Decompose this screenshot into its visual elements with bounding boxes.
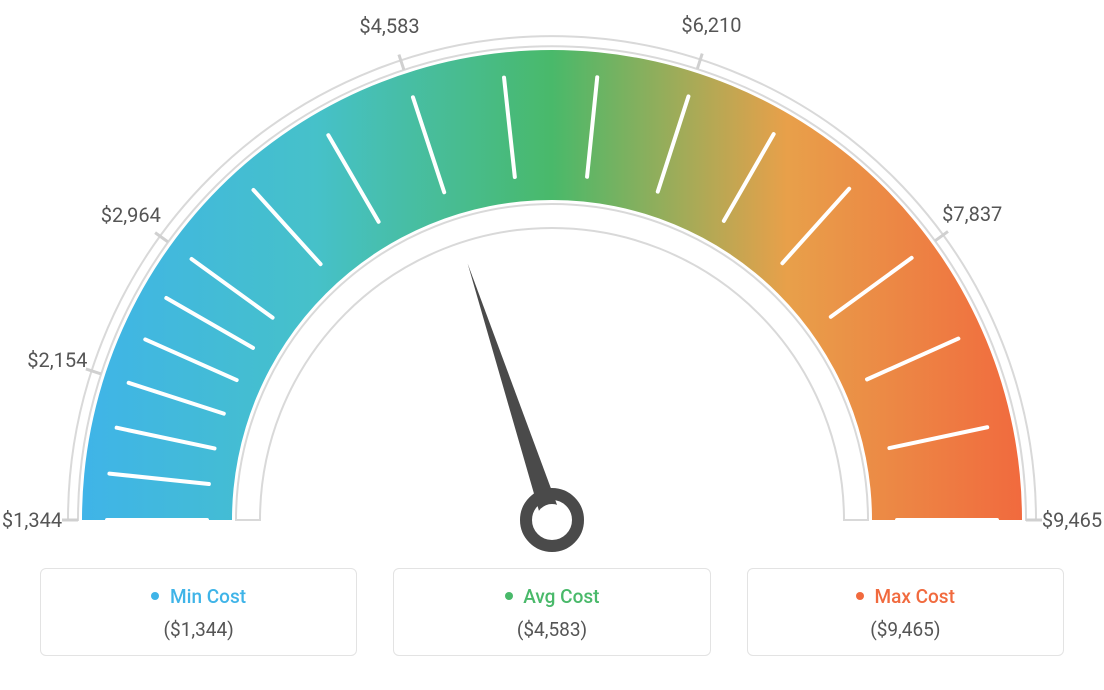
scale-label: $1,344 (2, 508, 62, 532)
scale-label: $6,210 (681, 13, 741, 37)
scale-label: $2,154 (27, 348, 87, 372)
scale-label: $4,583 (359, 14, 419, 38)
dot-icon (505, 592, 513, 600)
gauge-chart (0, 30, 1104, 590)
scale-label: $7,837 (942, 202, 1002, 226)
legend-max-value: ($9,465) (758, 618, 1053, 641)
legend-avg-value: ($4,583) (404, 618, 699, 641)
legend-min-value: ($1,344) (51, 618, 346, 641)
dot-icon (151, 592, 159, 600)
scale-label: $9,465 (1042, 508, 1102, 532)
scale-label: $2,964 (101, 203, 161, 227)
dot-icon (856, 592, 864, 600)
gauge-container: $1,344 $2,154 $2,964 $4,583 $6,210 $7,837 $9,4… (0, 0, 1104, 560)
